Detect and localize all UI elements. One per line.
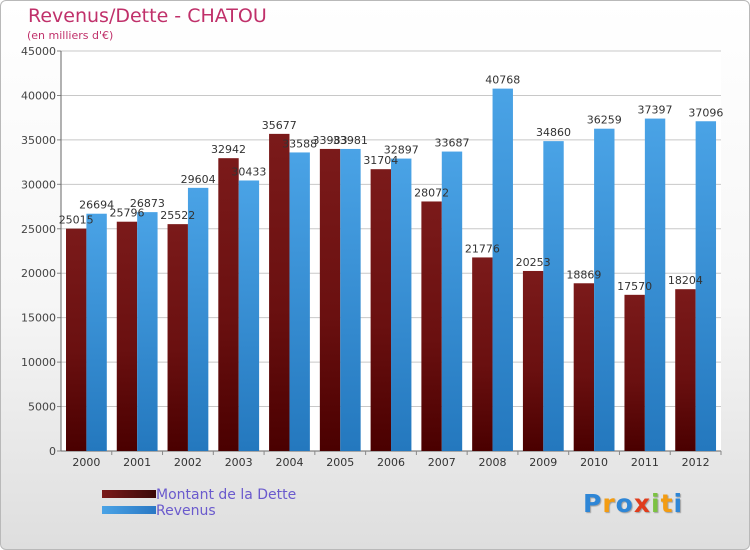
bar-revenus (391, 158, 412, 452)
data-label: 18869 (566, 268, 601, 281)
legend-label-revenus: Revenus (156, 503, 216, 519)
x-tick-label: 2006 (377, 456, 405, 469)
bar-dette (218, 158, 239, 451)
x-tick-label: 2003 (225, 456, 253, 469)
bar-revenus (289, 152, 310, 451)
x-tick-label: 2004 (275, 456, 303, 469)
data-label: 26873 (130, 197, 165, 210)
bar-revenus (86, 213, 107, 451)
legend-swatch-dette (102, 490, 156, 498)
bar-revenus (441, 151, 463, 451)
y-tick-label: 40000 (21, 89, 56, 102)
x-tick-label: 2005 (326, 456, 354, 469)
bar-revenus (137, 212, 158, 451)
bar-revenus (594, 128, 615, 451)
bar-dette (269, 133, 290, 452)
bar-dette (573, 283, 595, 451)
data-label: 32897 (384, 144, 419, 157)
data-label: 33588 (282, 137, 317, 150)
logo-letter: o (615, 489, 634, 518)
data-label: 37096 (688, 106, 723, 119)
bar-dette (624, 294, 645, 451)
data-label: 25015 (59, 214, 94, 227)
data-label: 33687 (434, 137, 469, 150)
bar-revenus (492, 88, 513, 452)
y-tick-label: 45000 (21, 45, 56, 58)
y-tick-label: 35000 (21, 134, 56, 147)
x-tick-label: 2000 (72, 456, 100, 469)
bar-dette (370, 169, 392, 452)
data-label: 36259 (587, 114, 622, 127)
chart-title: Revenus/Dette - CHATOU (28, 5, 267, 27)
data-label: 25796 (109, 207, 144, 220)
legend-swatch-revenus (102, 506, 156, 514)
y-tick-label: 5000 (28, 401, 56, 414)
data-label: 28072 (414, 186, 449, 199)
data-label: 29604 (181, 173, 216, 186)
logo-letter: P (583, 489, 603, 518)
data-label: 18204 (668, 274, 703, 287)
data-label: 26694 (79, 199, 114, 212)
bar-dette (675, 289, 696, 451)
data-label: 31704 (363, 154, 398, 167)
logo-letter: r (602, 489, 616, 518)
y-tick-label: 15000 (21, 312, 56, 325)
y-tick-label: 25000 (21, 223, 56, 236)
data-label: 33983 (313, 134, 348, 147)
bar-revenus (340, 148, 361, 452)
bar-dette (66, 228, 87, 451)
x-tick-label: 2008 (479, 456, 507, 469)
logo-letter: i (673, 489, 684, 518)
logo-letter: t (660, 489, 674, 518)
bar-revenus (187, 187, 209, 451)
data-label: 20253 (516, 256, 551, 269)
data-label: 37397 (638, 104, 673, 117)
y-tick-label: 30000 (21, 178, 56, 191)
data-label: 30433 (231, 165, 266, 178)
data-label: 21776 (465, 242, 500, 255)
x-tick-label: 2007 (428, 456, 456, 469)
bar-dette (472, 257, 493, 451)
data-label: 32942 (211, 143, 246, 156)
bar-dette (421, 201, 442, 451)
logo-letter: x (633, 489, 651, 518)
chart-subtitle: (en milliers d'€) (27, 29, 114, 42)
x-tick-label: 2012 (682, 456, 710, 469)
x-tick-label: 2010 (580, 456, 608, 469)
bar-dette (167, 224, 188, 451)
y-tick-label: 0 (49, 445, 56, 458)
proxiti-logo: Proxiti (583, 489, 683, 518)
bar-dette (319, 148, 341, 451)
data-label: 35677 (262, 119, 297, 132)
data-label: 25522 (160, 209, 195, 222)
data-label: 34860 (536, 126, 571, 139)
bar-revenus (238, 180, 260, 452)
bar-revenus (543, 141, 564, 451)
bar-dette (522, 270, 544, 451)
bar-revenus (695, 121, 717, 451)
logo-letter: i (651, 489, 661, 518)
x-tick-label: 2011 (631, 456, 659, 469)
x-tick-label: 2001 (123, 456, 151, 469)
data-label: 33981 (333, 134, 368, 147)
data-label: 17570 (617, 280, 652, 293)
y-tick-label: 20000 (21, 267, 56, 280)
data-label: 40768 (485, 74, 520, 87)
y-tick-label: 10000 (21, 356, 56, 369)
x-tick-label: 2002 (174, 456, 202, 469)
legend-label-dette: Montant de la Dette (156, 487, 297, 503)
bar-revenus (644, 118, 666, 452)
x-tick-label: 2009 (529, 456, 557, 469)
bar-dette (116, 221, 138, 451)
